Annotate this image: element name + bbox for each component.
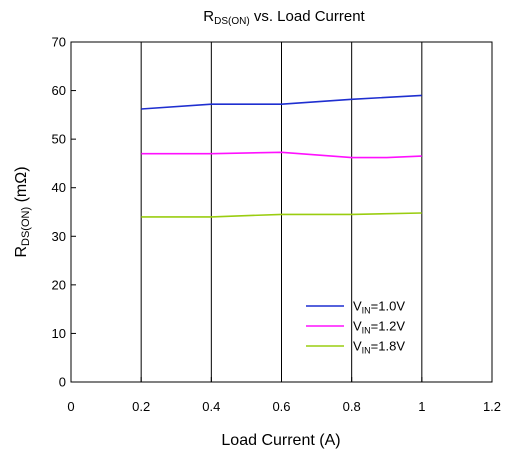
legend-entry: VIN=1.8V — [353, 339, 405, 356]
chart-title-sub: DS(ON) — [214, 16, 250, 27]
x-tick-label: 1 — [418, 399, 425, 414]
legend-entry: VIN=1.2V — [353, 319, 405, 336]
series-layer — [141, 94, 422, 218]
x-tick-label: 0.2 — [132, 399, 150, 414]
legend-entry: VIN=1.0V — [353, 299, 405, 316]
legend-label-sub: IN — [362, 346, 371, 356]
series-line-2 — [141, 151, 422, 159]
x-axis-ticks: 0 0.2 0.4 0.6 0.8 1 1.2 — [67, 377, 501, 414]
x-tick-label: 0.6 — [272, 399, 290, 414]
y-tick-label: 10 — [52, 326, 66, 341]
y-axis-label-main: R — [13, 246, 30, 258]
y-tick-label: 60 — [52, 83, 66, 98]
x-tick-label: 0.8 — [343, 399, 361, 414]
series-line-3 — [141, 212, 422, 218]
legend-label-sub: IN — [362, 326, 371, 336]
x-tick-label: 0 — [67, 399, 74, 414]
legend-label-main: V — [353, 339, 362, 354]
series-line-1 — [141, 94, 422, 110]
y-axis-label-rest: (mΩ) — [13, 166, 30, 206]
y-tick-label: 70 — [52, 35, 66, 50]
y-tick-label: 30 — [52, 229, 66, 244]
chart-title: RDS(ON) vs. Load Current — [203, 8, 365, 27]
x-tick-label: 0.4 — [202, 399, 220, 414]
y-tick-label: 40 — [52, 180, 66, 195]
legend-label-rest: =1.8V — [371, 339, 406, 354]
legend-label-main: V — [353, 299, 362, 314]
x-tick-label: 1.2 — [483, 399, 501, 414]
y-axis-label-sub: DS(ON) — [20, 207, 32, 246]
y-axis-ticks: 0 10 20 30 40 50 60 70 — [52, 35, 76, 390]
legend-label-rest: =1.2V — [371, 319, 406, 334]
chart-title-rest: vs. Load Current — [250, 8, 366, 25]
y-tick-label: 0 — [59, 375, 66, 390]
legend-label-rest: =1.0V — [371, 299, 406, 314]
y-axis-label: RDS(ON) (mΩ) — [13, 166, 32, 257]
legend-label-sub: IN — [362, 306, 371, 316]
y-tick-label: 20 — [52, 277, 66, 292]
x-axis-label: Load Current (A) — [221, 432, 340, 449]
legend-label-main: V — [353, 319, 362, 334]
chart-title-main: R — [203, 8, 214, 25]
y-tick-label: 50 — [52, 132, 66, 147]
